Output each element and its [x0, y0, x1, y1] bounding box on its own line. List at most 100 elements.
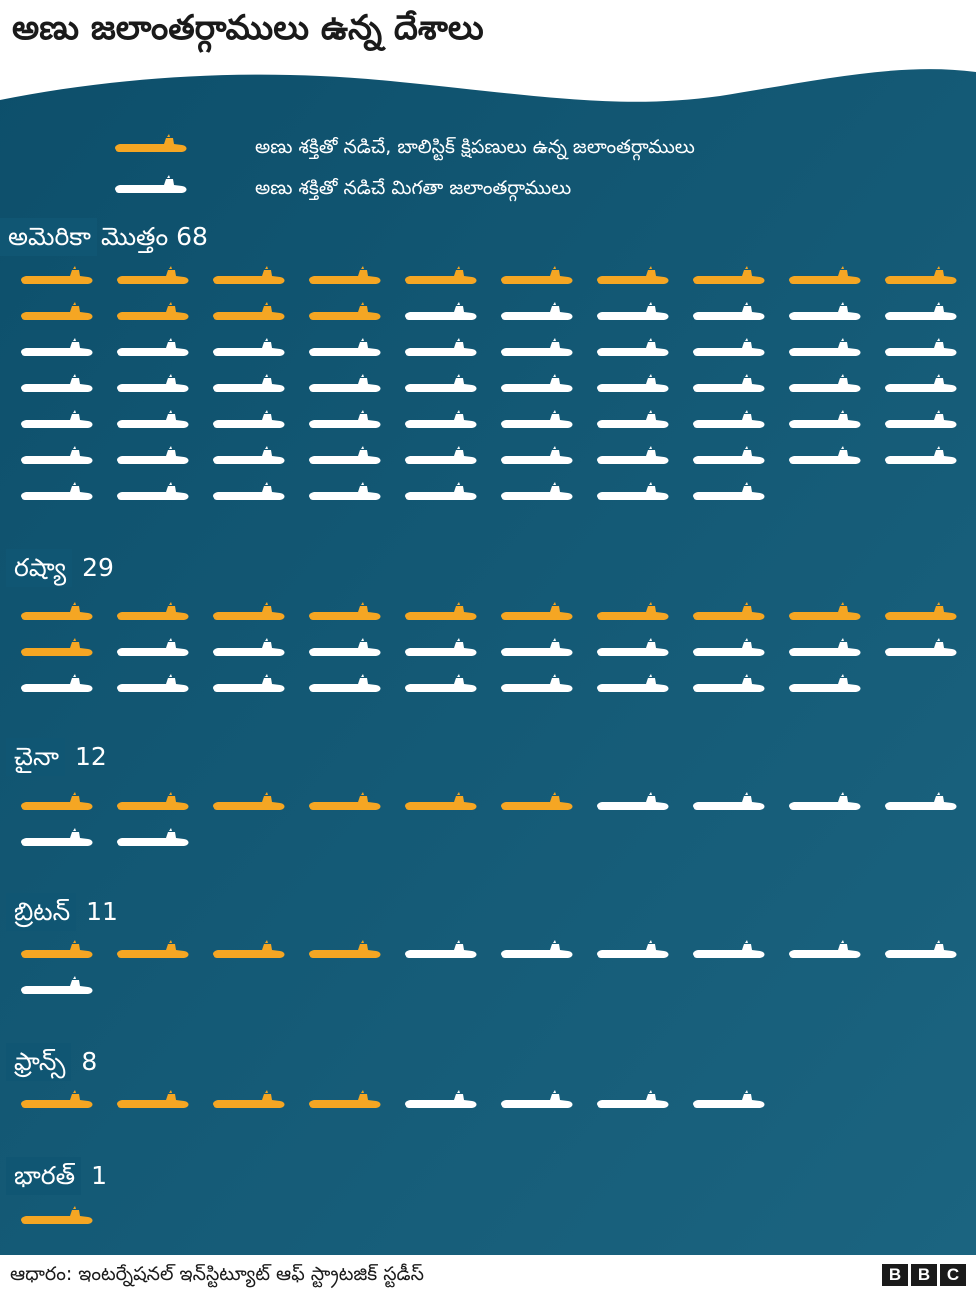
- country-total: మొత్తం 68: [100, 222, 208, 251]
- submarine-icon-usa-other: [117, 338, 189, 356]
- submarine-icon-usa-ballistic: [309, 302, 381, 320]
- submarine-icon-china-other: [117, 828, 189, 846]
- submarine-icon-russia-other: [117, 638, 189, 656]
- submarine-icon-usa-other: [789, 338, 861, 356]
- submarine-icon-usa-other: [501, 410, 573, 428]
- submarine-icon-russia-ballistic: [501, 602, 573, 620]
- submarine-icon-usa-other: [789, 374, 861, 392]
- submarine-icon-usa-ballistic: [213, 266, 285, 284]
- source-note: ఆధారం: ఇంటర్నేషనల్ ఇన్‌స్టిట్యూట్ ఆఫ్ స్…: [10, 1263, 424, 1285]
- submarine-icon-china-other: [789, 792, 861, 810]
- submarine-icon-russia-other: [885, 638, 957, 656]
- submarine-icon: [115, 134, 187, 152]
- submarine-icon-usa-other: [117, 410, 189, 428]
- submarine-icon-china-ballistic: [213, 792, 285, 810]
- submarine-icon-france-other: [693, 1090, 765, 1108]
- submarine-icon-usa-ballistic: [501, 266, 573, 284]
- country-label-china: చైనా 12: [6, 738, 107, 776]
- submarine-icon-usa-other: [213, 338, 285, 356]
- submarine-icon-usa-other: [21, 410, 93, 428]
- submarine-icon-russia-ballistic: [21, 602, 93, 620]
- country-name: రష్యా: [6, 549, 73, 587]
- submarine-icon-usa-ballistic: [405, 266, 477, 284]
- bbc-logo: B B C: [882, 1264, 966, 1286]
- submarine-icon-france-other: [501, 1090, 573, 1108]
- submarine-icon-britain-other: [21, 976, 93, 994]
- country-name: ఫ్రాన్స్: [6, 1043, 72, 1081]
- submarine-icon-france-other: [597, 1090, 669, 1108]
- submarine-icon-usa-other: [309, 446, 381, 464]
- submarine-icon-usa-other: [597, 410, 669, 428]
- country-total: 29: [82, 553, 114, 582]
- submarine-icon-usa-other: [309, 338, 381, 356]
- submarine-icon-usa-other: [405, 338, 477, 356]
- country-total: 11: [86, 897, 118, 926]
- submarine-icon-usa-other: [789, 446, 861, 464]
- submarine-icon-russia-ballistic: [597, 602, 669, 620]
- country-label-usa: అమెరికా మొత్తం 68: [0, 218, 208, 256]
- submarine-icon-usa-other: [693, 374, 765, 392]
- submarine-icon-russia-ballistic: [309, 602, 381, 620]
- submarine-icon-usa-other: [885, 374, 957, 392]
- submarine-icon-britain-other: [789, 940, 861, 958]
- submarine-icon-russia-other: [405, 638, 477, 656]
- submarine-icon-russia-other: [213, 674, 285, 692]
- submarine-icon-usa-ballistic: [117, 266, 189, 284]
- submarine-icon-usa-other: [597, 374, 669, 392]
- submarine-icon-britain-other: [501, 940, 573, 958]
- submarine-icon-russia-other: [309, 674, 381, 692]
- country-name: చైనా: [6, 738, 65, 776]
- submarine-icon-usa-ballistic: [21, 302, 93, 320]
- submarine-icon-usa-other: [501, 446, 573, 464]
- submarine-icon-russia-other: [309, 638, 381, 656]
- submarine-icon-usa-other: [693, 410, 765, 428]
- submarine-icon-usa-other: [597, 338, 669, 356]
- submarine-icon-usa-other: [885, 338, 957, 356]
- legend-item-ballistic: అణు శక్తితో నడిచే, బాలిస్టిక్ క్షిపణులు …: [0, 132, 976, 162]
- submarine-icon-russia-ballistic: [885, 602, 957, 620]
- submarine-icon-usa-ballistic: [693, 266, 765, 284]
- submarine-icon-britain-ballistic: [309, 940, 381, 958]
- submarine-icon-russia-other: [597, 638, 669, 656]
- submarine-icon-usa-ballistic: [309, 266, 381, 284]
- footer: ఆధారం: ఇంటర్నేషనల్ ఇన్‌స్టిట్యూట్ ఆఫ్ స్…: [0, 1255, 976, 1293]
- country-name: భారత్: [6, 1157, 82, 1195]
- submarine-icon-russia-other: [789, 638, 861, 656]
- submarine-icon-france-ballistic: [213, 1090, 285, 1108]
- country-name: అమెరికా: [0, 218, 97, 256]
- submarine-icon-usa-other: [789, 410, 861, 428]
- submarine-icon-usa-other: [213, 410, 285, 428]
- country-total: 8: [81, 1047, 98, 1076]
- submarine-icon-usa-other: [213, 446, 285, 464]
- submarine-icon-usa-ballistic: [597, 266, 669, 284]
- submarine-icon-britain-other: [885, 940, 957, 958]
- submarine-icon-usa-other: [21, 374, 93, 392]
- submarine-icon-usa-other: [693, 302, 765, 320]
- submarine-icon-usa-other: [309, 410, 381, 428]
- legend-label-ballistic: అణు శక్తితో నడిచే, బాలిస్టిక్ క్షిపణులు …: [255, 136, 695, 158]
- submarine-icon-usa-other: [693, 482, 765, 500]
- submarine-icon-china-ballistic: [405, 792, 477, 810]
- submarine-icon-india-ballistic: [21, 1206, 93, 1224]
- submarine-icon-china-other: [693, 792, 765, 810]
- submarine-icon-russia-other: [597, 674, 669, 692]
- submarine-icon-china-ballistic: [117, 792, 189, 810]
- submarine-icon-china-other: [21, 828, 93, 846]
- submarine-icon-usa-other: [21, 446, 93, 464]
- submarine-icon-usa-other: [885, 446, 957, 464]
- submarine-icon-usa-other: [213, 482, 285, 500]
- submarine-icon-russia-other: [501, 638, 573, 656]
- country-total: 12: [74, 742, 107, 771]
- legend-item-other: అణు శక్తితో నడిచే మిగతా జలాంతర్గాములు: [0, 173, 976, 203]
- submarine-icon-russia-ballistic: [693, 602, 765, 620]
- submarine-icon-russia-other: [405, 674, 477, 692]
- submarine-icon-russia-other: [693, 674, 765, 692]
- submarine-icon-russia-other: [693, 638, 765, 656]
- submarine-icon-usa-other: [885, 410, 957, 428]
- submarine-icon-usa-ballistic: [885, 266, 957, 284]
- country-label-russia: రష్యా 29: [6, 549, 114, 587]
- submarine-icon-russia-other: [213, 638, 285, 656]
- submarine-icon-russia-other: [501, 674, 573, 692]
- submarine-icon-usa-other: [885, 302, 957, 320]
- submarine-icon-france-ballistic: [21, 1090, 93, 1108]
